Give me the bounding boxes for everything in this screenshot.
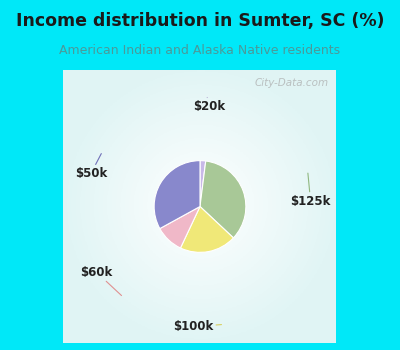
- Wedge shape: [200, 161, 246, 238]
- Wedge shape: [180, 206, 234, 252]
- Text: Income distribution in Sumter, SC (%): Income distribution in Sumter, SC (%): [16, 12, 384, 30]
- Wedge shape: [200, 161, 206, 206]
- Wedge shape: [154, 161, 200, 229]
- Text: $50k: $50k: [75, 154, 107, 180]
- Text: American Indian and Alaska Native residents: American Indian and Alaska Native reside…: [60, 44, 340, 57]
- Text: $60k: $60k: [80, 266, 122, 295]
- Text: $100k: $100k: [173, 320, 222, 333]
- Text: $20k: $20k: [194, 98, 226, 113]
- Text: $125k: $125k: [290, 173, 331, 208]
- Wedge shape: [160, 206, 200, 248]
- Text: City-Data.com: City-Data.com: [254, 78, 328, 88]
